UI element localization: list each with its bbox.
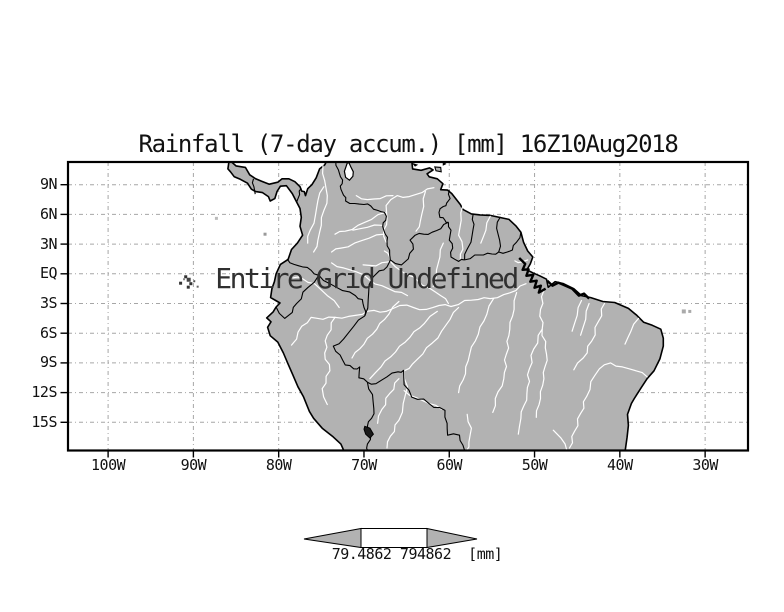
plot-frame [66, 160, 750, 452]
x-axis-label: 90W [180, 456, 207, 474]
river [624, 317, 640, 345]
plot-title: Rainfall (7-day accum.) [mm] 16Z10Aug201… [138, 130, 678, 158]
river [432, 242, 444, 288]
island-speck [196, 285, 199, 288]
river [290, 316, 336, 346]
river [355, 195, 394, 201]
country-border [390, 221, 449, 266]
river [458, 204, 464, 261]
river [334, 283, 527, 319]
river [403, 390, 443, 410]
x-axis-label: 70W [351, 456, 377, 474]
country-border [447, 222, 465, 262]
river [331, 233, 385, 253]
river [334, 211, 386, 235]
river [492, 292, 518, 413]
island-speck [184, 275, 188, 279]
y-axis-label: 12S [31, 383, 57, 402]
lake-titicaca [363, 425, 375, 439]
country-border [498, 232, 522, 254]
y-axis-label: 9N [39, 175, 58, 194]
country-border [464, 251, 500, 261]
x-axis-label: 100W [91, 456, 126, 474]
island-speck [179, 281, 183, 285]
y-axis-label: 6S [39, 323, 58, 342]
country-border [296, 187, 302, 203]
island-speck [681, 309, 686, 314]
x-axis-label: 60W [436, 456, 463, 474]
river [458, 298, 495, 394]
river [465, 413, 472, 451]
y-axis-label: 6N [39, 204, 58, 223]
island-speck [688, 309, 692, 313]
river [552, 429, 568, 451]
country-border [367, 369, 466, 451]
country-border [286, 258, 319, 276]
river [321, 316, 336, 406]
river [292, 276, 340, 309]
country-border [366, 382, 375, 451]
country-border [364, 259, 391, 317]
x-axis-label: 30W [692, 456, 718, 474]
island-speck [183, 278, 186, 281]
y-axis-label: 3N [39, 234, 58, 253]
river [369, 310, 438, 380]
river [403, 306, 460, 372]
country-border [464, 214, 475, 260]
river [313, 165, 328, 253]
island-speck [263, 232, 267, 236]
y-axis-label: 9S [39, 353, 58, 372]
country-border [332, 315, 368, 383]
amazon-delta [546, 279, 590, 300]
island-speck [193, 280, 196, 283]
colorbar-label: 79.4862 794862 [mm] [331, 545, 503, 563]
river [415, 191, 426, 232]
country-border [335, 162, 391, 260]
lake-maracaibo [343, 162, 354, 182]
river [568, 362, 648, 449]
river [362, 261, 390, 267]
country-border [496, 216, 502, 253]
island-speck [189, 282, 193, 286]
island-speck [186, 277, 191, 282]
country-border [438, 189, 451, 223]
river [579, 302, 590, 336]
island [434, 166, 442, 173]
river [307, 186, 325, 244]
river [571, 299, 583, 332]
amazon-delta [518, 257, 547, 294]
x-axis-label: 50W [521, 456, 548, 474]
river [352, 224, 383, 231]
undefined-grid-message: Entire Grid Undefined [215, 262, 519, 295]
colorbar-box [360, 528, 428, 548]
river [517, 328, 543, 435]
river [383, 187, 435, 243]
landmass-south-america [227, 162, 665, 451]
river [573, 302, 606, 371]
map-layers [68, 162, 748, 451]
country-border [275, 274, 320, 319]
y-axis-label: EQ [39, 264, 58, 283]
river [331, 262, 409, 297]
river [377, 378, 400, 424]
country-border [251, 178, 256, 195]
y-axis-label: 15S [31, 412, 57, 431]
country-border [318, 274, 367, 317]
river [386, 370, 409, 449]
y-axis-label: 3S [39, 294, 58, 312]
x-axis-label: 80W [265, 456, 292, 474]
island-speck [186, 285, 190, 289]
x-axis-label: 40W [607, 456, 633, 474]
island [411, 162, 419, 167]
island-speck [214, 216, 218, 220]
river [351, 300, 400, 359]
river [535, 290, 548, 418]
river [480, 215, 491, 244]
